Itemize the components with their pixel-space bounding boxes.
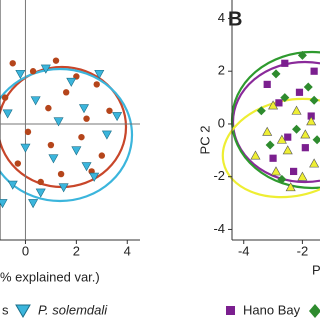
point: [112, 112, 123, 122]
point: [62, 89, 70, 96]
point: [7, 180, 18, 190]
point: [275, 99, 283, 107]
point: [282, 145, 293, 155]
ellipse: [0, 67, 134, 203]
legend-label: P. solemdali: [38, 302, 108, 317]
x-tick-label: 4: [124, 243, 131, 258]
point: [310, 67, 318, 75]
point: [106, 107, 113, 114]
x-axis-label: % explained var.): [0, 269, 100, 284]
point: [83, 115, 90, 122]
point: [30, 96, 41, 106]
point: [52, 57, 60, 64]
point: [250, 150, 261, 160]
y-tick-label: -2: [213, 168, 225, 183]
point: [2, 109, 13, 119]
point: [268, 100, 279, 110]
y-axis-label: PC 2: [197, 126, 212, 155]
x-axis-label: P: [312, 262, 320, 277]
x-tick-label: 2: [73, 243, 80, 258]
point: [45, 104, 52, 112]
point: [256, 106, 266, 116]
point: [9, 60, 16, 67]
point: [265, 140, 275, 150]
legend-marker: [226, 306, 235, 315]
x-tick-label: -4: [238, 243, 250, 258]
point: [309, 95, 319, 105]
legend-marker: [15, 304, 31, 318]
point: [94, 69, 105, 79]
point: [277, 174, 287, 184]
point: [81, 162, 92, 172]
point: [53, 117, 64, 127]
point: [35, 188, 46, 198]
point: [291, 105, 302, 115]
point: [89, 172, 100, 182]
point: [284, 133, 292, 141]
point: [280, 93, 290, 103]
point: [263, 80, 271, 88]
panel-label: B: [228, 8, 242, 30]
legend-label: s: [2, 302, 9, 317]
point: [47, 141, 55, 149]
point: [312, 135, 320, 145]
point: [58, 183, 69, 193]
point: [297, 50, 307, 60]
point: [290, 167, 298, 176]
point: [270, 166, 282, 176]
point: [98, 152, 106, 159]
point: [1, 94, 9, 101]
point: [24, 128, 32, 136]
point: [292, 124, 302, 134]
point: [0, 199, 8, 209]
point: [276, 134, 287, 144]
legend-marker: [309, 304, 320, 318]
point: [301, 144, 309, 152]
point: [303, 82, 313, 92]
point: [78, 104, 90, 114]
point: [307, 112, 315, 120]
y-tick-label: 2: [218, 63, 225, 78]
point: [40, 64, 51, 74]
point: [14, 160, 22, 167]
point: [57, 170, 65, 178]
point: [101, 130, 112, 140]
y-tick-label: 0: [218, 115, 225, 130]
point: [15, 69, 26, 79]
point: [309, 158, 320, 168]
x-tick-label: 0: [22, 243, 29, 258]
y-tick-label: -4: [213, 221, 225, 236]
point: [281, 59, 289, 67]
point: [271, 69, 281, 79]
y-tick-label: 4: [218, 10, 225, 25]
point: [295, 88, 304, 96]
point: [48, 154, 59, 164]
point: [297, 171, 308, 181]
point: [269, 154, 277, 162]
point: [306, 116, 317, 126]
point: [28, 199, 39, 209]
point: [20, 143, 31, 153]
point: [71, 146, 82, 156]
point: [37, 178, 44, 186]
point: [300, 129, 311, 139]
point: [29, 68, 37, 75]
point: [78, 133, 85, 141]
x-tick-label: -2: [297, 243, 309, 258]
point: [262, 126, 273, 136]
point: [66, 77, 77, 87]
legend-label: Hano Bay: [243, 302, 301, 317]
point: [93, 81, 100, 88]
point: [285, 182, 296, 192]
